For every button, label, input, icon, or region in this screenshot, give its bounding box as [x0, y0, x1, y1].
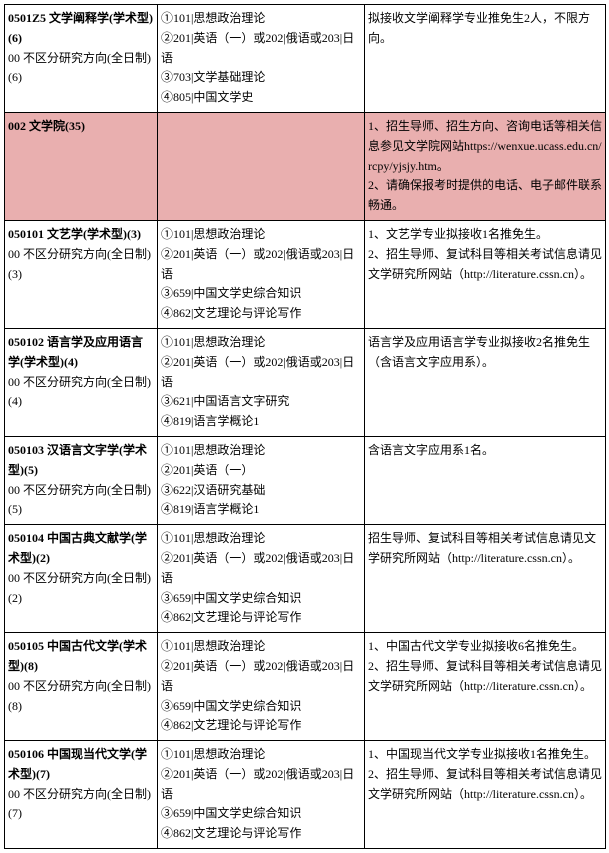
note-cell: 1、招生导师、招生方向、咨询电话等相关信息参见文学院网站https://wenx…	[365, 112, 606, 220]
exam-line: ④862|文艺理论与评论写作	[161, 824, 361, 844]
exam-cell: ①101|思想政治理论②201|英语（一）或202|俄语或203|日语③659|…	[158, 220, 365, 328]
program-cell: 050104 中国古典文献学(学术型)(2)00 不区分研究方向(全日制)(2)	[5, 525, 158, 633]
table-row: 050102 语言学及应用语言学(学术型)(4)00 不区分研究方向(全日制)(…	[5, 328, 606, 436]
note-line: 1、文艺学专业拟接收1名推免生。	[368, 225, 602, 245]
exam-line: ①101|思想政治理论	[161, 225, 361, 245]
exam-line: ④805|中国文学史	[161, 88, 361, 108]
exam-line: ②201|英语（一）或202|俄语或203|日语	[161, 549, 361, 589]
exam-line: ③659|中国文学史综合知识	[161, 804, 361, 824]
program-title: 050106 中国现当代文学(学术型)(7)	[8, 745, 154, 785]
exam-cell	[158, 112, 365, 220]
table-row: 050106 中国现当代文学(学术型)(7)00 不区分研究方向(全日制)(7)…	[5, 741, 606, 849]
exam-cell: ①101|思想政治理论②201|英语（一）或202|俄语或203|日语③703|…	[158, 5, 365, 113]
note-line: 招生导师、复试科目等相关考试信息请见文学研究所网站（http://literat…	[368, 529, 602, 569]
exam-line: ②201|英语（一）或202|俄语或203|日语	[161, 29, 361, 69]
note-cell: 语言学及应用语言学专业拟接收2名推免生（含语言文字应用系）。	[365, 328, 606, 436]
exam-line: ②201|英语（一）	[161, 461, 361, 481]
note-cell: 1、文艺学专业拟接收1名推免生。2、招生导师、复试科目等相关考试信息请见文学研究…	[365, 220, 606, 328]
program-table: 0501Z5 文学阐释学(学术型)(6)00 不区分研究方向(全日制)(6)①1…	[4, 4, 606, 849]
note-line: 2、请确保报考时提供的电话、电子邮件联系畅通。	[368, 176, 602, 216]
exam-line: ②201|英语（一）或202|俄语或203|日语	[161, 765, 361, 805]
table-row: 050104 中国古典文献学(学术型)(2)00 不区分研究方向(全日制)(2)…	[5, 525, 606, 633]
note-cell: 拟接收文学阐释学专业推免生2人，不限方向。	[365, 5, 606, 113]
program-sub: 00 不区分研究方向(全日制)(3)	[8, 245, 154, 285]
exam-line: ②201|英语（一）或202|俄语或203|日语	[161, 657, 361, 697]
note-line: 2、招生导师、复试科目等相关考试信息请见文学研究所网站（http://liter…	[368, 245, 602, 285]
note-line: 拟接收文学阐释学专业推免生2人，不限方向。	[368, 9, 602, 49]
program-sub: 00 不区分研究方向(全日制)(5)	[8, 481, 154, 521]
exam-cell: ①101|思想政治理论②201|英语（一）或202|俄语或203|日语③659|…	[158, 741, 365, 849]
program-title: 050105 中国古代文学(学术型)(8)	[8, 637, 154, 677]
table-row: 050105 中国古代文学(学术型)(8)00 不区分研究方向(全日制)(8)①…	[5, 633, 606, 741]
note-line: 含语言文字应用系1名。	[368, 441, 602, 461]
exam-line: ③621|中国语言文字研究	[161, 392, 361, 412]
exam-cell: ①101|思想政治理论②201|英语（一）或202|俄语或203|日语③659|…	[158, 633, 365, 741]
program-cell: 050102 语言学及应用语言学(学术型)(4)00 不区分研究方向(全日制)(…	[5, 328, 158, 436]
program-title: 050103 汉语言文字学(学术型)(5)	[8, 441, 154, 481]
program-cell: 050101 文艺学(学术型)(3)00 不区分研究方向(全日制)(3)	[5, 220, 158, 328]
program-cell: 002 文学院(35)	[5, 112, 158, 220]
program-title: 050102 语言学及应用语言学(学术型)(4)	[8, 333, 154, 373]
note-line: 2、招生导师、复试科目等相关考试信息请见文学研究所网站（http://liter…	[368, 657, 602, 697]
program-title: 050104 中国古典文献学(学术型)(2)	[8, 529, 154, 569]
exam-line: ①101|思想政治理论	[161, 333, 361, 353]
exam-cell: ①101|思想政治理论②201|英语（一）或202|俄语或203|日语③659|…	[158, 525, 365, 633]
exam-line: ③659|中国文学史综合知识	[161, 697, 361, 717]
exam-line: ④862|文艺理论与评论写作	[161, 304, 361, 324]
exam-line: ②201|英语（一）或202|俄语或203|日语	[161, 353, 361, 393]
exam-line: ①101|思想政治理论	[161, 529, 361, 549]
note-line: 语言学及应用语言学专业拟接收2名推免生（含语言文字应用系）。	[368, 333, 602, 373]
exam-line: ④819|语言学概论1	[161, 500, 361, 520]
program-cell: 050105 中国古代文学(学术型)(8)00 不区分研究方向(全日制)(8)	[5, 633, 158, 741]
exam-cell: ①101|思想政治理论②201|英语（一）或202|俄语或203|日语③621|…	[158, 328, 365, 436]
note-line: 1、招生导师、招生方向、咨询电话等相关信息参见文学院网站https://wenx…	[368, 117, 602, 176]
program-sub: 00 不区分研究方向(全日制)(7)	[8, 785, 154, 825]
program-sub: 00 不区分研究方向(全日制)(8)	[8, 677, 154, 717]
program-cell: 0501Z5 文学阐释学(学术型)(6)00 不区分研究方向(全日制)(6)	[5, 5, 158, 113]
note-cell: 含语言文字应用系1名。	[365, 436, 606, 524]
table-row: 050103 汉语言文字学(学术型)(5)00 不区分研究方向(全日制)(5)①…	[5, 436, 606, 524]
program-title: 0501Z5 文学阐释学(学术型)(6)	[8, 9, 154, 49]
note-line: 1、中国现当代文学专业拟接收1名推免生。	[368, 745, 602, 765]
exam-line: ②201|英语（一）或202|俄语或203|日语	[161, 245, 361, 285]
exam-line: ③703|文学基础理论	[161, 68, 361, 88]
note-line: 1、中国古代文学专业拟接收6名推免生。	[368, 637, 602, 657]
exam-line: ①101|思想政治理论	[161, 441, 361, 461]
program-cell: 050103 汉语言文字学(学术型)(5)00 不区分研究方向(全日制)(5)	[5, 436, 158, 524]
exam-line: ③659|中国文学史综合知识	[161, 284, 361, 304]
exam-line: ④819|语言学概论1	[161, 412, 361, 432]
note-line: 2、招生导师、复试科目等相关考试信息请见文学研究所网站（http://liter…	[368, 765, 602, 805]
program-title: 002 文学院(35)	[8, 117, 154, 137]
table-row: 0501Z5 文学阐释学(学术型)(6)00 不区分研究方向(全日制)(6)①1…	[5, 5, 606, 113]
program-sub: 00 不区分研究方向(全日制)(2)	[8, 569, 154, 609]
exam-line: ④862|文艺理论与评论写作	[161, 716, 361, 736]
program-title: 050101 文艺学(学术型)(3)	[8, 225, 154, 245]
exam-line: ①101|思想政治理论	[161, 9, 361, 29]
table-row: 050101 文艺学(学术型)(3)00 不区分研究方向(全日制)(3)①101…	[5, 220, 606, 328]
program-sub: 00 不区分研究方向(全日制)(6)	[8, 49, 154, 89]
note-cell: 1、中国古代文学专业拟接收6名推免生。2、招生导师、复试科目等相关考试信息请见文…	[365, 633, 606, 741]
program-sub: 00 不区分研究方向(全日制)(4)	[8, 373, 154, 413]
exam-line: ④862|文艺理论与评论写作	[161, 608, 361, 628]
note-cell: 招生导师、复试科目等相关考试信息请见文学研究所网站（http://literat…	[365, 525, 606, 633]
exam-line: ①101|思想政治理论	[161, 745, 361, 765]
note-cell: 1、中国现当代文学专业拟接收1名推免生。2、招生导师、复试科目等相关考试信息请见…	[365, 741, 606, 849]
program-cell: 050106 中国现当代文学(学术型)(7)00 不区分研究方向(全日制)(7)	[5, 741, 158, 849]
exam-line: ③622|汉语研究基础	[161, 481, 361, 501]
table-row: 002 文学院(35) 1、招生导师、招生方向、咨询电话等相关信息参见文学院网站h…	[5, 112, 606, 220]
exam-line: ③659|中国文学史综合知识	[161, 589, 361, 609]
exam-line: ①101|思想政治理论	[161, 637, 361, 657]
exam-cell: ①101|思想政治理论②201|英语（一）③622|汉语研究基础④819|语言学…	[158, 436, 365, 524]
